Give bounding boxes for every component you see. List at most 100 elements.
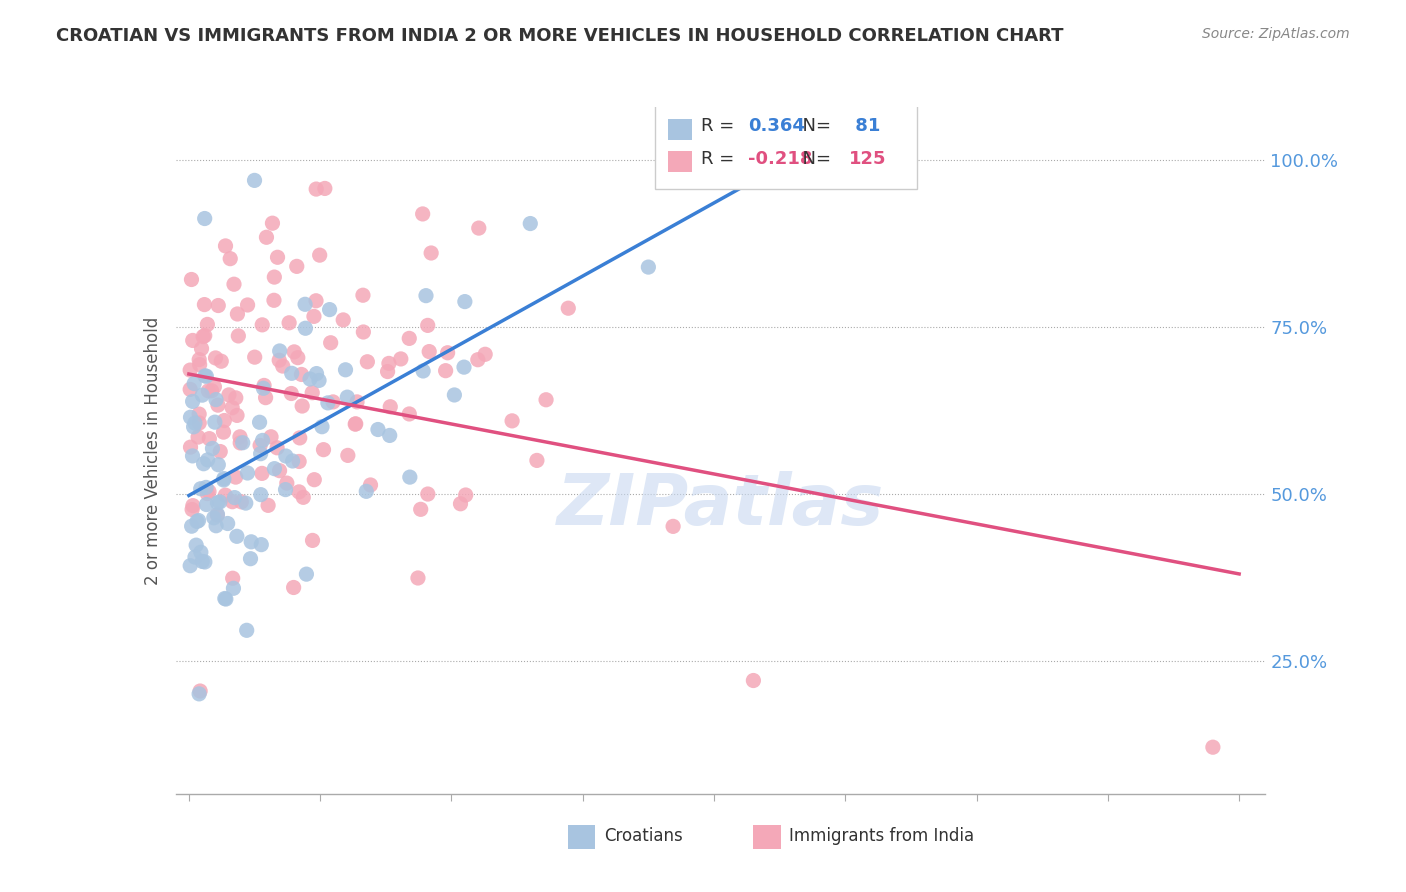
Croatians xyxy=(316,396,339,410)
Croatians xyxy=(180,410,202,425)
Immigrants from India xyxy=(197,318,219,332)
Immigrants from India xyxy=(344,417,367,432)
Immigrants from India xyxy=(219,252,242,266)
Immigrants from India xyxy=(209,444,232,458)
Immigrants from India xyxy=(288,431,311,445)
Immigrants from India xyxy=(221,494,243,508)
Croatians xyxy=(454,294,477,309)
Immigrants from India xyxy=(398,331,420,345)
Immigrants from India xyxy=(266,441,288,455)
Croatians xyxy=(212,472,235,486)
Immigrants from India xyxy=(225,470,247,484)
Croatians xyxy=(243,173,266,187)
Croatians xyxy=(269,343,291,358)
Immigrants from India xyxy=(278,316,301,330)
Immigrants from India xyxy=(254,391,277,405)
Immigrants from India xyxy=(209,354,232,368)
Immigrants from India xyxy=(344,417,367,431)
Immigrants from India xyxy=(290,368,312,382)
Croatians xyxy=(195,498,218,512)
Croatians xyxy=(236,466,259,480)
Immigrants from India xyxy=(260,430,283,444)
Immigrants from India xyxy=(202,380,225,394)
Text: Source: ZipAtlas.com: Source: ZipAtlas.com xyxy=(1202,27,1350,41)
Immigrants from India xyxy=(557,301,579,316)
Croatians xyxy=(240,534,263,549)
Immigrants from India xyxy=(301,533,323,548)
Text: -0.218: -0.218 xyxy=(748,150,813,168)
Croatians xyxy=(295,567,318,582)
Immigrants from India xyxy=(412,207,434,221)
Croatians xyxy=(235,624,257,638)
Immigrants from India xyxy=(398,407,420,421)
Text: N=: N= xyxy=(792,150,837,168)
Immigrants from India xyxy=(409,502,432,516)
Croatians xyxy=(201,442,224,456)
FancyBboxPatch shape xyxy=(668,119,692,140)
Croatians xyxy=(180,519,202,533)
Immigrants from India xyxy=(231,495,253,509)
Text: 0.364: 0.364 xyxy=(748,117,804,136)
Croatians xyxy=(378,428,401,442)
Text: ZIPatlas: ZIPatlas xyxy=(557,471,884,540)
Immigrants from India xyxy=(434,364,457,378)
Croatians xyxy=(308,373,330,387)
Croatians xyxy=(186,538,208,552)
Immigrants from India xyxy=(214,488,236,502)
Immigrants from India xyxy=(181,334,204,348)
Immigrants from India xyxy=(418,344,440,359)
Immigrants from India xyxy=(226,307,249,321)
Text: R =: R = xyxy=(702,117,740,136)
Immigrants from India xyxy=(221,571,243,585)
Immigrants from India xyxy=(336,449,359,463)
Text: CROATIAN VS IMMIGRANTS FROM INDIA 2 OR MORE VEHICLES IN HOUSEHOLD CORRELATION CH: CROATIAN VS IMMIGRANTS FROM INDIA 2 OR M… xyxy=(56,27,1064,45)
Croatians xyxy=(194,211,217,226)
Immigrants from India xyxy=(416,318,439,333)
Croatians xyxy=(204,415,226,429)
Croatians xyxy=(318,302,340,317)
Immigrants from India xyxy=(360,478,382,492)
Immigrants from India xyxy=(207,398,229,412)
Immigrants from India xyxy=(226,409,249,423)
Immigrants from India xyxy=(188,358,211,372)
Immigrants from India xyxy=(534,392,557,407)
Immigrants from India xyxy=(188,407,211,421)
Immigrants from India xyxy=(501,414,523,428)
Immigrants from India xyxy=(742,673,765,688)
Immigrants from India xyxy=(263,293,285,308)
Immigrants from India xyxy=(305,182,328,196)
Croatians xyxy=(195,369,218,384)
Immigrants from India xyxy=(225,391,247,405)
Croatians xyxy=(222,582,245,596)
Y-axis label: 2 or more Vehicles in Household: 2 or more Vehicles in Household xyxy=(143,317,162,584)
Immigrants from India xyxy=(288,484,311,499)
Croatians xyxy=(217,516,239,531)
Croatians xyxy=(191,388,214,402)
Text: R =: R = xyxy=(702,150,740,168)
Immigrants from India xyxy=(305,293,328,308)
Croatians xyxy=(194,368,217,383)
Immigrants from India xyxy=(190,342,212,356)
Croatians xyxy=(239,551,262,566)
Immigrants from India xyxy=(271,359,294,373)
Croatians xyxy=(181,394,204,409)
Immigrants from India xyxy=(180,440,202,454)
Immigrants from India xyxy=(302,310,325,324)
Immigrants from India xyxy=(188,416,211,430)
Croatians xyxy=(294,321,316,335)
Croatians xyxy=(181,449,204,463)
Immigrants from India xyxy=(352,325,374,339)
Immigrants from India xyxy=(312,442,335,457)
Croatians xyxy=(191,554,214,568)
Immigrants from India xyxy=(253,378,276,392)
Immigrants from India xyxy=(389,351,412,366)
Immigrants from India xyxy=(194,328,217,343)
FancyBboxPatch shape xyxy=(568,825,595,849)
Immigrants from India xyxy=(468,221,491,235)
Croatians xyxy=(224,491,246,505)
Immigrants from India xyxy=(181,499,204,513)
Croatians xyxy=(280,367,302,381)
Immigrants from India xyxy=(287,351,309,365)
Immigrants from India xyxy=(198,432,221,446)
Immigrants from India xyxy=(252,318,274,332)
